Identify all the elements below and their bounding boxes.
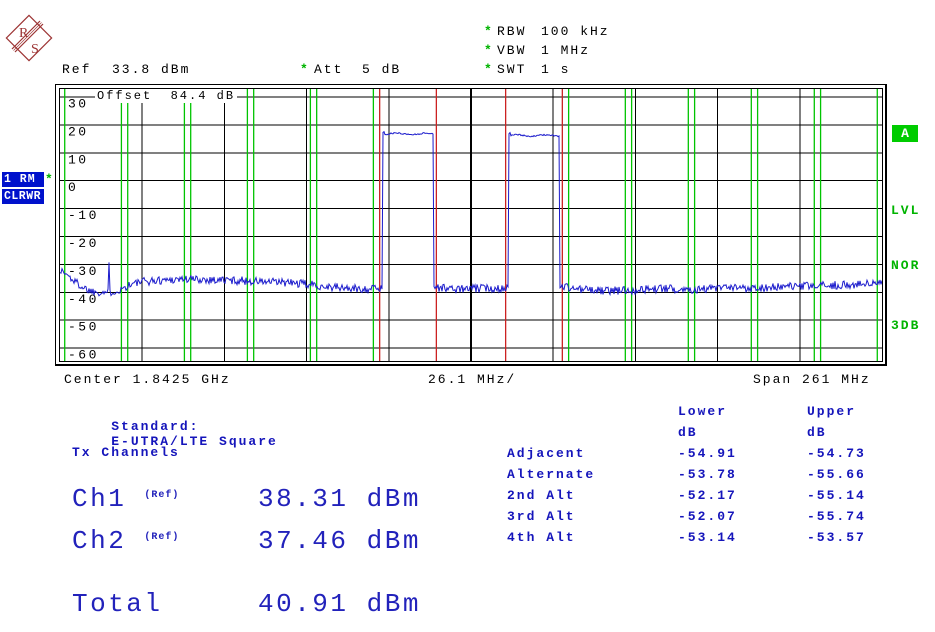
svg-text:20: 20 — [68, 124, 89, 139]
tx-channels-label: Tx Channels — [72, 445, 180, 460]
ch2-ref-tag: (Ref) — [144, 532, 180, 543]
aclr-lower-header: Lower — [678, 404, 728, 419]
ch1-power-value: 38.31 dBm — [258, 484, 421, 514]
ch2-power-value: 37.46 dBm — [258, 526, 421, 556]
aclr-row-lower: -53.14 — [678, 530, 737, 545]
aclr-row-upper: -55.74 — [807, 509, 866, 524]
total-power-value: 40.91 dBm — [258, 589, 421, 619]
aclr-row-label: Adjacent — [507, 446, 586, 461]
vbw-changed-star: * — [484, 43, 492, 58]
trace1-clrwr-badge: CLRWR — [2, 189, 44, 204]
rbw-label: RBW — [497, 24, 527, 39]
swt-label: SWT — [497, 62, 527, 77]
rbw-value: 100 kHz — [541, 24, 610, 39]
ch1-label: Ch1 — [72, 484, 127, 514]
trace1-mode-badge: 1 RM — [2, 172, 44, 187]
aclr-row-upper: -55.66 — [807, 467, 866, 482]
standard-label: Standard: — [111, 419, 200, 434]
aclr-lower-unit: dB — [678, 425, 698, 440]
att-changed-star: * — [300, 62, 308, 77]
ch2-label: Ch2 — [72, 526, 127, 556]
nor-label: NOR — [891, 258, 921, 273]
diagram-inner-frame: 30 20 10 0 -10 -20 -30 -40 -50 -60 — [59, 88, 883, 363]
standard-value: E-UTRA/LTE Square — [111, 434, 278, 449]
aclr-row-upper: -55.14 — [807, 488, 866, 503]
att-value: 5 dB — [362, 62, 402, 77]
svg-text:-40: -40 — [68, 292, 99, 307]
svg-text:-60: -60 — [68, 348, 99, 361]
svg-text:-30: -30 — [68, 264, 99, 279]
att-label: Att — [314, 62, 344, 77]
lvl-label: LVL — [891, 203, 921, 218]
aclr-row-lower: -52.17 — [678, 488, 737, 503]
swt-value: 1 s — [541, 62, 571, 77]
ref-value: 33.8 dBm — [112, 62, 191, 77]
svg-text:10: 10 — [68, 152, 89, 167]
center-frequency-label: Center 1.8425 GHz — [64, 372, 231, 387]
vbw-label: VBW — [497, 43, 527, 58]
diagram-outer-frame — [55, 84, 887, 366]
per-division-label: 26.1 MHz/ — [428, 372, 517, 387]
rbw-changed-star: * — [484, 24, 492, 39]
ch1-ref-tag: (Ref) — [144, 490, 180, 501]
aclr-row-upper: -54.73 — [807, 446, 866, 461]
spectrum-plot: 30 20 10 0 -10 -20 -30 -40 -50 -60 — [59, 89, 883, 363]
aclr-row-upper: -53.57 — [807, 530, 866, 545]
aclr-upper-unit: dB — [807, 425, 827, 440]
svg-text:-10: -10 — [68, 208, 99, 223]
aclr-row-lower: -52.07 — [678, 509, 737, 524]
ref-offset-label: Offset 84.4 dB — [95, 89, 238, 103]
logo-letter-s: S — [31, 42, 39, 57]
rohde-schwarz-logo: R S — [5, 14, 53, 62]
vbw-value: 1 MHz — [541, 43, 591, 58]
span-label: Span 261 MHz — [753, 372, 871, 387]
aclr-upper-header: Upper — [807, 404, 857, 419]
ref-label: Ref — [62, 62, 92, 77]
trace1-changed-star: * — [45, 172, 53, 187]
aclr-row-lower: -54.91 — [678, 446, 737, 461]
ch1-row: Ch1 (Ref) — [72, 484, 179, 514]
3db-label: 3DB — [891, 318, 921, 333]
svg-text:-50: -50 — [68, 320, 99, 335]
svg-text:0: 0 — [68, 180, 78, 195]
ch2-row: Ch2 (Ref) — [72, 526, 179, 556]
aclr-row-lower: -53.78 — [678, 467, 737, 482]
svg-text:-20: -20 — [68, 236, 99, 251]
logo-letter-r: R — [19, 26, 29, 41]
aclr-row-label: 3rd Alt — [507, 509, 576, 524]
aclr-row-label: 4th Alt — [507, 530, 576, 545]
trace-a-badge: A — [892, 125, 918, 142]
svg-text:30: 30 — [68, 97, 89, 112]
total-label: Total — [72, 589, 163, 619]
aclr-row-label: Alternate — [507, 467, 596, 482]
swt-changed-star: * — [484, 62, 492, 77]
aclr-row-label: 2nd Alt — [507, 488, 576, 503]
